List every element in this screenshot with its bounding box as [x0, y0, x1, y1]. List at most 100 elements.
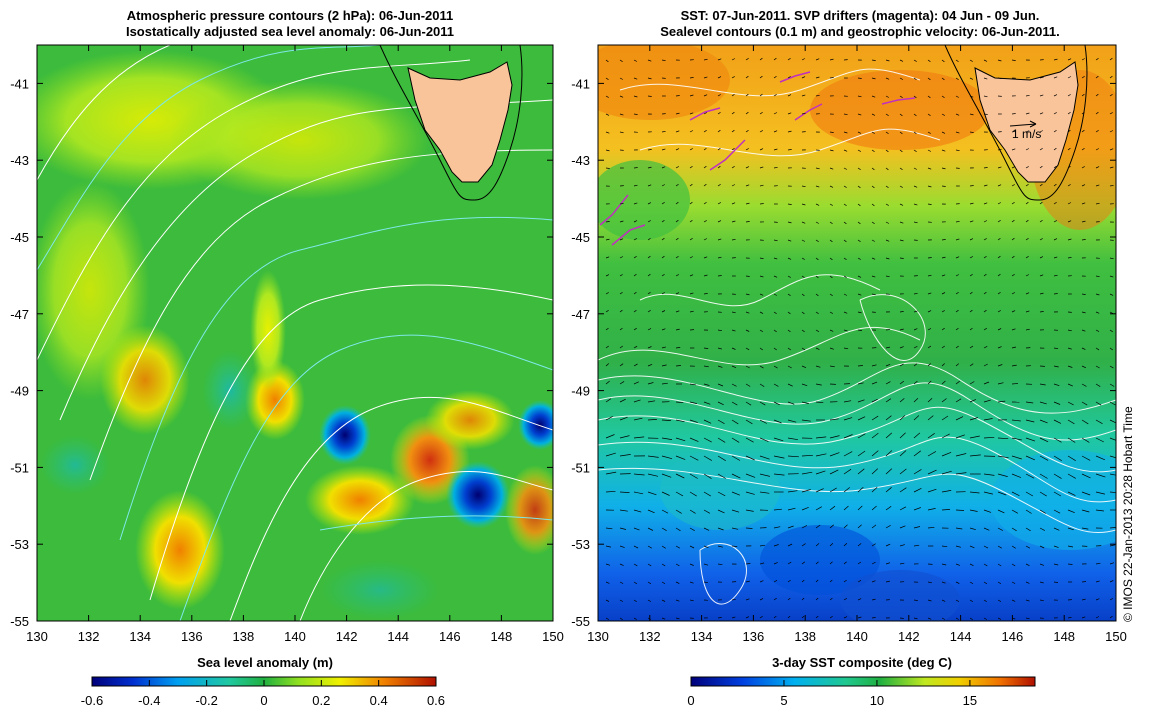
velocity-vector: [1011, 255, 1015, 259]
velocity-vector: [787, 437, 798, 441]
velocity-vector: [647, 581, 652, 585]
velocity-vector: [1011, 219, 1015, 223]
velocity-vector: [913, 544, 920, 547]
velocity-vector: [633, 527, 640, 531]
velocity-vector: [647, 527, 654, 531]
velocity-vector: [605, 527, 613, 530]
velocity-vector: [745, 166, 750, 169]
velocity-vector: [871, 468, 879, 475]
velocity-vector: [717, 365, 723, 368]
velocity-vector: [675, 130, 680, 133]
velocity-vector: [759, 75, 763, 79]
velocity-vector: [773, 329, 777, 333]
velocity-vector: [633, 473, 645, 476]
velocity-vector: [731, 383, 737, 387]
velocity-vector: [885, 113, 889, 116]
velocity-vector: [829, 469, 839, 475]
velocity-vector: [927, 113, 931, 116]
velocity-vector: [927, 433, 935, 439]
velocity-vector: [885, 329, 890, 331]
velocity-vector: [661, 148, 666, 151]
velocity-vector: [675, 509, 682, 514]
right-title-line-2: Sealevel contours (0.1 m) and geostrophi…: [660, 24, 1060, 39]
velocity-vector: [815, 383, 822, 386]
velocity-vector: [955, 149, 960, 152]
velocity-vector: [675, 148, 680, 151]
velocity-vector: [955, 95, 959, 98]
velocity-vector: [703, 76, 708, 79]
velocity-vector: [1109, 347, 1114, 351]
velocity-vector: [689, 77, 694, 79]
left-x-axis: 130 132 134 136 138 140 142 144 146 148 150: [26, 45, 564, 644]
velocity-vector: [1039, 527, 1045, 531]
velocity-vector: [787, 579, 791, 583]
velocity-vector: [1011, 419, 1021, 422]
left-x-tick-label: 136: [181, 629, 203, 644]
velocity-vector: [1053, 473, 1062, 479]
velocity-vector: [1067, 347, 1072, 350]
velocity-vector: [899, 432, 906, 439]
velocity-vector: [1039, 599, 1044, 602]
velocity-vector: [689, 220, 693, 223]
velocity-vector: [1011, 491, 1020, 497]
velocity-vector: [857, 293, 862, 296]
velocity-vector: [605, 345, 609, 349]
velocity-vector: [717, 617, 722, 619]
velocity-vector: [899, 617, 904, 619]
velocity-vector: [1053, 491, 1062, 497]
velocity-vector: [801, 347, 806, 351]
velocity-vector: [885, 381, 891, 385]
velocity-vector: [1109, 257, 1114, 260]
velocity-vector: [885, 432, 893, 439]
velocity-vector: [773, 597, 777, 601]
right-x-tick-label: 150: [1105, 629, 1127, 644]
velocity-vector: [633, 238, 637, 241]
velocity-vector: [633, 381, 639, 385]
right-y-tick-label: -41: [571, 76, 590, 91]
velocity-vector: [661, 563, 666, 567]
velocity-vector: [871, 617, 876, 619]
velocity-vector: [927, 77, 931, 81]
velocity-vector: [955, 545, 961, 548]
velocity-vector: [1067, 491, 1076, 496]
velocity-vector: [619, 398, 626, 403]
velocity-vector: [815, 76, 820, 79]
velocity-vector: [983, 77, 988, 80]
velocity-vector: [801, 203, 806, 206]
velocity-vector: [857, 433, 866, 439]
velocity-vector: [745, 419, 753, 425]
velocity-vector: [773, 544, 779, 547]
left-x-tick-label: 144: [387, 629, 409, 644]
velocity-vector: [605, 256, 610, 259]
velocity-vector: [633, 363, 638, 367]
velocity-vector: [661, 328, 666, 331]
velocity-vector: [1095, 509, 1104, 512]
velocity-vector: [843, 167, 848, 170]
velocity-vector: [969, 131, 974, 133]
velocity-vector: [773, 76, 777, 79]
velocity-vector: [969, 581, 974, 585]
velocity-vector: [829, 185, 834, 188]
velocity-vector: [871, 275, 876, 278]
velocity-vector: [1025, 219, 1029, 223]
velocity-vector: [857, 468, 865, 475]
velocity-vector: [717, 256, 722, 259]
velocity-vector: [983, 381, 990, 385]
velocity-vector: [633, 327, 637, 331]
velocity-vector: [1025, 94, 1030, 97]
velocity-vector: [633, 491, 644, 495]
velocity-vector: [675, 347, 681, 349]
velocity-vector: [941, 239, 946, 241]
velocity-vector: [913, 507, 921, 511]
velocity-vector: [619, 238, 624, 241]
velocity-vector: [969, 59, 973, 62]
velocity-vector: [997, 202, 1001, 205]
velocity-vector: [997, 437, 1009, 440]
velocity-vector: [689, 292, 694, 295]
velocity-vector: [1109, 94, 1113, 97]
velocity-vector: [787, 275, 791, 278]
velocity-vector: [969, 491, 980, 494]
velocity-vector: [829, 275, 833, 279]
velocity-vector: [787, 490, 798, 493]
velocity-vector: [717, 491, 726, 497]
